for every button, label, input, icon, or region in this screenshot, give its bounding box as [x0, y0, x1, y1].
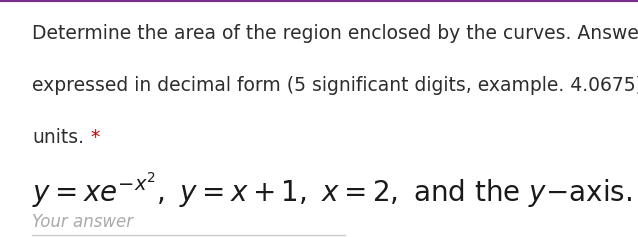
Text: Determine the area of the region enclosed by the curves. Answer should be: Determine the area of the region enclose…	[32, 24, 638, 43]
Text: $y = xe^{-x^2},\ y = x + 1,\ x = 2,\ \mathrm{and\ the}\ \mathit{y}\mathrm{-axis.: $y = xe^{-x^2},\ y = x + 1,\ x = 2,\ \ma…	[32, 171, 632, 210]
Text: *: *	[91, 128, 100, 147]
Text: Your answer: Your answer	[32, 213, 133, 231]
Text: units.: units.	[32, 128, 84, 147]
Text: expressed in decimal form (5 significant digits, example. 4.0675), no spaces, no: expressed in decimal form (5 significant…	[32, 76, 638, 95]
